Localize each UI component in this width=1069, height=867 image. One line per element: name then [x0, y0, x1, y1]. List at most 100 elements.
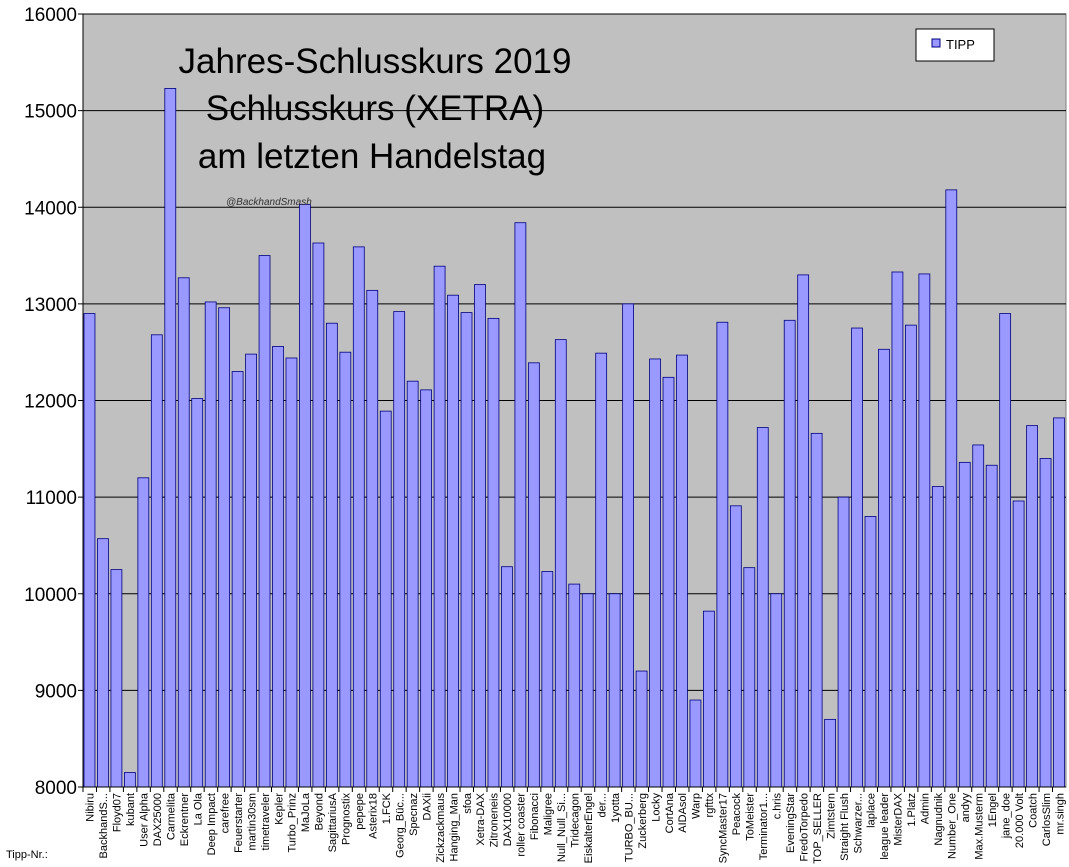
y-tick-label: 11000	[26, 488, 77, 509]
x-tick-label: Maligree	[543, 793, 555, 835]
x-tick-label: Tridecagon	[570, 793, 582, 848]
x-tick-label: Carmelita	[166, 792, 178, 840]
x-tick-label: league leader	[879, 793, 891, 860]
bar	[474, 284, 486, 788]
x-tick-label: 1Engel	[987, 793, 999, 827]
bar	[285, 357, 298, 788]
bar	[554, 339, 567, 788]
x-tick-label: Peacock	[731, 793, 743, 836]
bar	[851, 327, 863, 788]
y-tick-label: 14000	[24, 198, 77, 219]
bar	[891, 271, 904, 788]
x-tick-label: martin30sm	[246, 793, 258, 850]
x-tick-label: Schwarzer...	[852, 793, 864, 854]
x-tick-label: der...	[596, 793, 608, 817]
bar	[770, 593, 783, 788]
x-tick-label: TOP_SELLER	[812, 793, 824, 864]
bar	[352, 246, 365, 788]
x-tick-label: Beyond	[314, 793, 326, 830]
bar	[487, 317, 500, 788]
bar	[433, 265, 446, 788]
bar	[1012, 500, 1025, 788]
bar	[703, 610, 715, 788]
x-tick-label: 1.FCK	[381, 792, 393, 824]
bar	[1039, 458, 1052, 788]
x-tick-label: Nibiru	[85, 793, 97, 822]
bar	[177, 277, 190, 788]
x-tick-label: carefree	[219, 793, 231, 833]
y-axis: 8000 9000 10000 11000 12000 13000 14000 15000 16…	[24, 5, 84, 799]
bar	[622, 303, 634, 788]
y-tick-label: 8000	[35, 778, 77, 799]
x-axis: Nibiru BackhandS... Floyd07 kubant User Alph…	[82, 786, 1066, 864]
bar	[137, 477, 150, 788]
bar	[676, 354, 688, 788]
bar	[541, 571, 554, 788]
x-tick-label: Max.Musterm	[973, 793, 985, 860]
x-tick-label: Locky	[650, 793, 662, 822]
bar	[191, 398, 204, 788]
x-tick-label: 20.000 Volt	[1014, 793, 1026, 848]
bar	[595, 352, 608, 788]
x-tick-label: Nagnudnik	[933, 793, 945, 846]
x-tick-label: kubant	[125, 793, 137, 826]
bar	[635, 670, 648, 788]
bar	[581, 593, 594, 788]
bar	[568, 583, 581, 788]
x-tick-label: MaJoLa	[300, 792, 312, 832]
x-tick-label: timetraveler	[260, 793, 272, 851]
x-axis-label: Tipp-Nr.:	[6, 849, 48, 861]
bar	[110, 569, 123, 788]
bar	[743, 567, 756, 788]
x-tick-label: Feuerstarter	[233, 793, 245, 853]
bar	[1053, 417, 1065, 788]
x-tick-label: EveningStar	[785, 793, 797, 853]
y-tick-label: 13000	[24, 295, 77, 316]
bar	[164, 88, 177, 788]
chart-title-line-3: am letzten Handelstag	[198, 137, 546, 176]
bar	[339, 351, 352, 788]
x-tick-label: Zimtstern	[825, 793, 837, 839]
bar	[972, 444, 985, 788]
bar	[999, 313, 1012, 788]
chart-title-line-1: Jahres-Schlusskurs 2019	[179, 42, 572, 81]
bar	[501, 566, 513, 788]
bar	[514, 222, 527, 788]
y-tick-label: 16000	[24, 5, 77, 26]
bar	[420, 389, 433, 788]
bar	[945, 189, 958, 788]
y-tick-label: 9000	[35, 681, 77, 702]
x-tick-label: sfoa	[462, 792, 474, 814]
bar	[299, 203, 311, 788]
x-tick-label: 1.Platz	[906, 793, 918, 827]
chart-title-line-2: Schlusskurs (XETRA)	[206, 89, 544, 128]
legend-swatch	[931, 38, 941, 48]
x-tick-label: AIDAsol	[677, 793, 689, 833]
x-tick-label: CortAna	[664, 792, 676, 833]
bar	[527, 362, 540, 788]
x-tick-label: Hanging_Man	[448, 793, 460, 862]
bar	[756, 427, 769, 788]
x-tick-label: 1yotta	[610, 792, 622, 823]
watermark: @BackhandSmash	[226, 197, 312, 208]
x-tick-label: Asterix18	[368, 793, 380, 839]
x-tick-label: Xetra-DAX	[475, 792, 487, 845]
x-tick-label: FredoTorpedo	[798, 793, 810, 862]
y-tick-label: 15000	[24, 102, 77, 123]
bar	[608, 593, 621, 788]
x-tick-label: Number_One	[947, 793, 959, 859]
bar	[272, 345, 284, 788]
x-tick-label: Zuckerberg	[637, 793, 649, 849]
bar	[729, 505, 742, 788]
legend-label: TIPP	[946, 37, 975, 52]
x-tick-label: Turbo_Prinz	[287, 793, 299, 853]
x-tick-label: Kepler	[273, 793, 285, 825]
bar	[905, 324, 917, 788]
x-tick-label: Specnaz	[408, 793, 420, 836]
bar	[985, 464, 998, 788]
bars	[83, 88, 1065, 788]
bar	[204, 301, 217, 788]
x-tick-label: c.hris	[771, 793, 783, 820]
x-tick-label: TURBO_BU...	[623, 793, 635, 862]
